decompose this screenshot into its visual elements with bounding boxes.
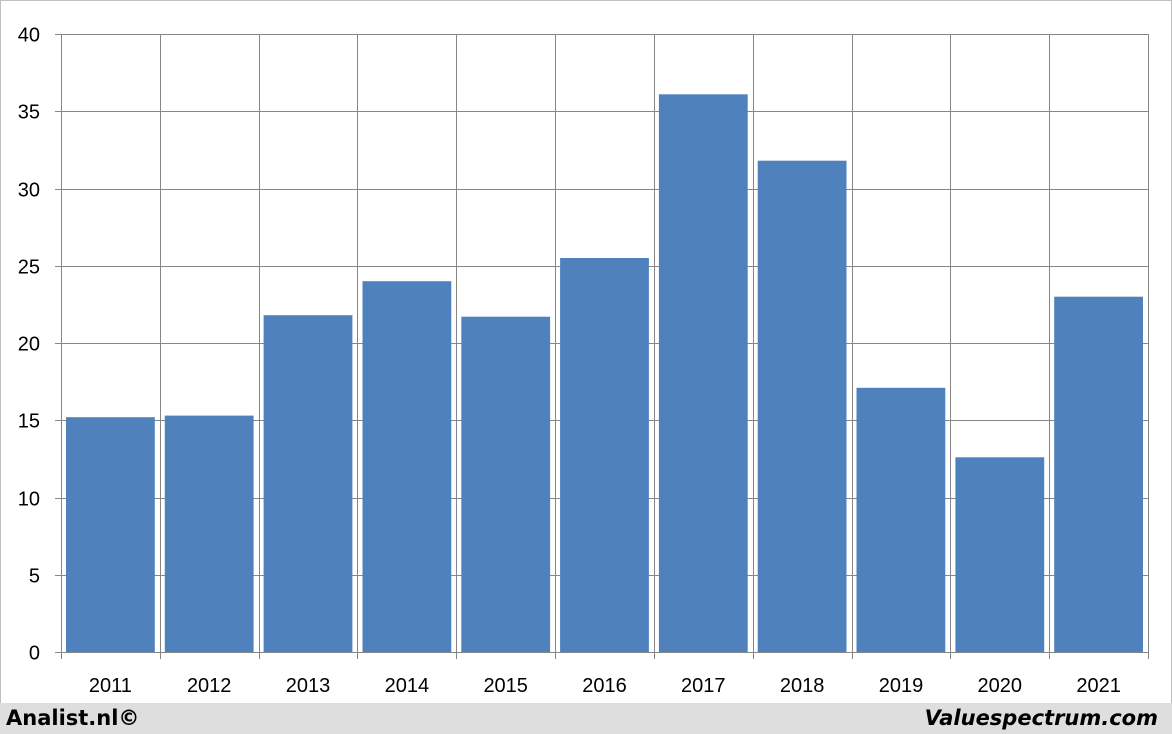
bar	[560, 258, 649, 652]
y-tick-label: 25	[18, 257, 40, 279]
x-tick-label: 2013	[286, 675, 331, 697]
footer-right-credit: Valuespectrum.com	[925, 706, 1158, 730]
y-tick-label: 15	[18, 411, 40, 433]
footer-left-credit: Analist.nl©	[6, 706, 139, 730]
y-tick-label: 40	[18, 25, 40, 47]
grid-layer	[61, 34, 1149, 652]
y-tick-label: 10	[18, 489, 40, 511]
x-tick-label: 2016	[582, 675, 627, 697]
x-tick-label: 2018	[780, 675, 825, 697]
bars-layer	[66, 94, 1143, 653]
x-tick-labels: 2011 2012 2013 2014 2015 2016 2017 2018 2019 2020…	[89, 675, 1121, 697]
x-tick-label: 2019	[879, 675, 924, 697]
bar	[362, 281, 452, 652]
bar	[461, 316, 551, 652]
y-tick-label: 5	[29, 566, 40, 588]
y-tick-labels: 0 5 10 15 20 25 30 35 40	[18, 25, 40, 665]
bar	[955, 457, 1045, 652]
footer-band	[0, 703, 1172, 734]
y-tick-label: 20	[18, 334, 40, 356]
axis-layer	[55, 34, 1149, 659]
bar	[856, 387, 946, 652]
x-tick-label: 2015	[483, 675, 528, 697]
x-tick-label: 2012	[187, 675, 232, 697]
x-tick-label: 2020	[978, 675, 1023, 697]
bar	[757, 160, 847, 652]
bar	[263, 315, 353, 652]
x-tick-label: 2014	[385, 675, 430, 697]
bar	[1054, 296, 1143, 652]
x-tick-label: 2011	[89, 675, 132, 697]
bar	[66, 417, 155, 652]
x-tick-label: 2021	[1076, 675, 1121, 697]
y-tick-label: 0	[29, 643, 40, 665]
y-tick-label: 35	[18, 102, 40, 124]
bar	[658, 94, 748, 653]
y-tick-label: 30	[18, 180, 40, 202]
bar	[164, 415, 254, 652]
x-tick-label: 2017	[681, 675, 726, 697]
